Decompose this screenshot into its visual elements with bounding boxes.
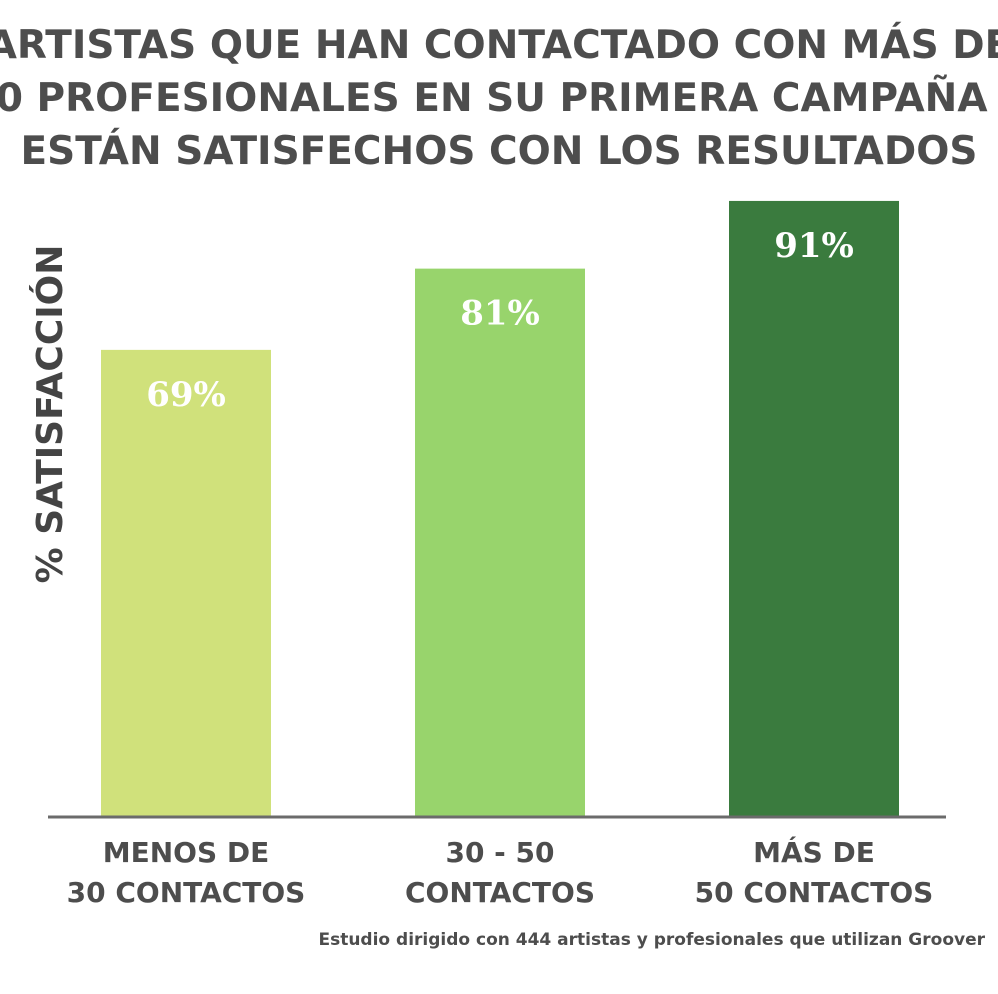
chart-title: ARTISTAS QUE HAN CONTACTADO CON MÁS DE 5… [0, 21, 998, 174]
footnote: Estudio dirigido con 444 artistas y prof… [318, 930, 985, 950]
value-labels: 69% 81% 91% [146, 226, 854, 415]
y-axis-label: % SATISFACCIÓN [29, 245, 71, 584]
bar-value-label-2: 81% [460, 294, 540, 334]
bar-value-label-3: 91% [774, 226, 854, 266]
category-label-1-line-2: 30 CONTACTOS [67, 876, 306, 909]
bar-2 [415, 268, 585, 817]
category-label-3-line-1: MÁS DE [753, 835, 875, 869]
category-label-3-line-2: 50 CONTACTOS [695, 876, 934, 909]
bar-3 [729, 200, 899, 817]
chart-title-line-1: ARTISTAS QUE HAN CONTACTADO CON MÁS DE [0, 21, 998, 68]
bar-1 [101, 349, 271, 817]
category-label-1-line-1: MENOS DE [103, 836, 270, 869]
category-labels: MENOS DE 30 CONTACTOS 30 - 50 CONTACTOS MÁS … [67, 835, 934, 909]
chart-title-line-2: 50 PROFESIONALES EN SU PRIMERA CAMPAÑA Y [0, 74, 998, 121]
category-label-2-line-1: 30 - 50 [445, 836, 554, 869]
bars [101, 200, 899, 817]
category-label-2-line-2: CONTACTOS [405, 876, 595, 909]
chart-title-line-3: ESTÁN SATISFECHOS CON LOS RESULTADOS [21, 127, 978, 174]
bar-value-label-1: 69% [146, 375, 226, 415]
